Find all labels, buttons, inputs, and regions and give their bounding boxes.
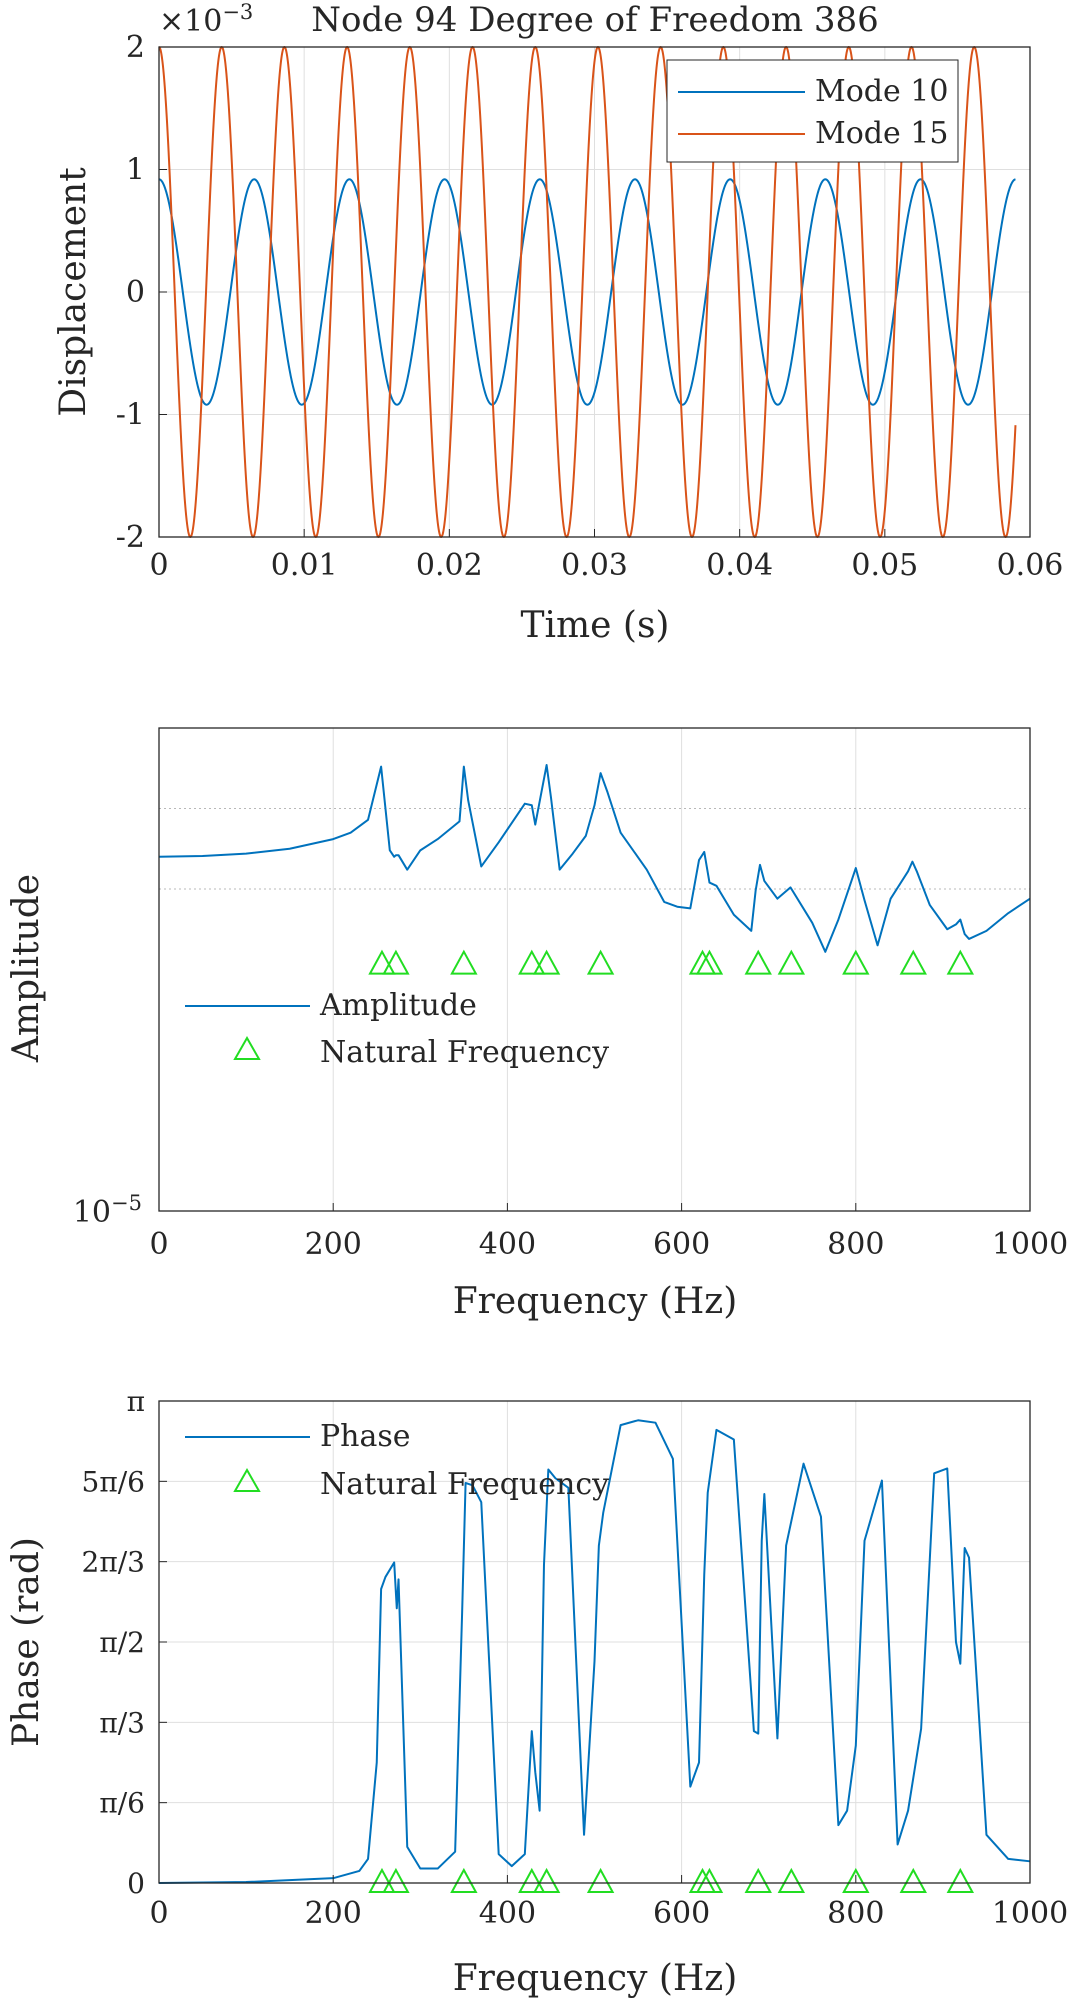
x-tick-label: 0.02 xyxy=(416,548,483,583)
natural-frequency-marker xyxy=(368,949,396,975)
legend: Phase Natural Frequency xyxy=(185,1419,609,1502)
legend-marker-natural-frequency xyxy=(233,1467,261,1492)
natural-frequency-marker xyxy=(518,949,546,975)
y-axis-label: Displacement xyxy=(53,167,94,417)
x-tick-label: 1000 xyxy=(992,1227,1068,1262)
legend-label-mode-10: Mode 10 xyxy=(815,74,948,109)
x-tick-label: 1000 xyxy=(992,1896,1068,1931)
x-tick-label: 0 xyxy=(149,1896,168,1931)
x-tick-label: 0.06 xyxy=(997,548,1064,583)
y-tick-label: π/6 xyxy=(99,1787,145,1820)
panel-displacement: 0 0.01 0.02 0.03 0.04 0.05 0.06 -2 -1 0 1 2 Node 94… xyxy=(53,0,1063,646)
chart-title: Node 94 Degree of Freedom 386 xyxy=(311,0,879,40)
legend: Amplitude Natural Frequency xyxy=(185,988,609,1070)
x-tick-label: 200 xyxy=(305,1227,362,1262)
y-axis-label: Amplitude xyxy=(6,874,47,1063)
y-tick-label: 0 xyxy=(126,275,145,310)
y-tick-label: 2 xyxy=(126,30,145,65)
legend-label-mode-15: Mode 15 xyxy=(815,116,948,151)
natural-frequency-marker xyxy=(899,1867,927,1893)
legend-label-natural-frequency: Natural Frequency xyxy=(320,1467,609,1502)
y-tick-label: 0 xyxy=(127,1867,145,1900)
series-line-phase xyxy=(158,1419,1031,1884)
y-tick-label: 5π/6 xyxy=(82,1465,145,1498)
y-tick-label-log: 10−5 xyxy=(73,1191,142,1230)
x-tick-label: 600 xyxy=(653,1227,710,1262)
x-axis-label: Time (s) xyxy=(521,605,670,646)
tick-labels: 0 200 400 600 800 1000 xyxy=(149,1203,1068,1262)
natural-frequency-marker xyxy=(450,949,478,975)
natural-frequency-marker xyxy=(695,949,724,975)
series-line-mode-10 xyxy=(158,178,1017,406)
x-tick-label: 0.04 xyxy=(706,548,773,583)
legend: Mode 10 Mode 15 xyxy=(666,59,959,163)
natural-frequency-marker xyxy=(842,1867,870,1893)
y-exponent-base: ×10 xyxy=(159,4,222,39)
y-tick-power: −5 xyxy=(111,1191,142,1215)
legend-label-phase: Phase xyxy=(320,1419,411,1454)
x-tick-label: 800 xyxy=(827,1227,884,1262)
y-tick-label: π xyxy=(127,1385,145,1418)
natural-frequency-marker xyxy=(777,1867,806,1893)
y-exponent-label: ×10−3 xyxy=(159,0,253,39)
tick-labels: 0 0.01 0.02 0.03 0.04 0.05 0.06 -2 -1 0 1 2 xyxy=(116,30,1064,583)
legend-label-amplitude: Amplitude xyxy=(319,988,477,1023)
natural-frequency-marker xyxy=(946,949,975,975)
natural-frequency-marker xyxy=(382,949,410,975)
series-line-amplitude xyxy=(158,764,1031,953)
x-axis-label: Frequency (Hz) xyxy=(453,1958,738,1999)
natural-frequency-marker xyxy=(899,949,927,975)
natural-frequency-marker xyxy=(842,949,870,975)
x-tick-label: 0.03 xyxy=(561,548,628,583)
x-axis-label: Frequency (Hz) xyxy=(453,1281,738,1322)
x-tick-label: 600 xyxy=(653,1896,710,1931)
y-axis-label: Phase (rad) xyxy=(6,1537,47,1747)
y-tick-label: 1 xyxy=(126,153,145,188)
natural-frequency-marker xyxy=(368,1867,396,1893)
natural-frequency-marker xyxy=(946,1867,975,1893)
y-tick-label: -1 xyxy=(116,398,145,433)
series-line-mode-15 xyxy=(158,46,1017,538)
natural-frequency-marker xyxy=(518,1867,546,1893)
y-tick-base: 10 xyxy=(73,1195,111,1230)
y-exponent-power: −3 xyxy=(222,0,253,24)
legend-marker-natural-frequency xyxy=(233,1035,261,1060)
x-tick-label: 0 xyxy=(149,548,168,583)
axes-box xyxy=(158,727,1031,1212)
natural-frequency-marker xyxy=(382,1867,410,1893)
panel-phase: 0 200 400 600 800 1000 0 π/6 π/3 π/2 2π/3 5π/6 π Fre… xyxy=(6,1385,1068,1999)
panel-amplitude: 0 200 400 600 800 1000 10−5 Frequency (Hz) Am… xyxy=(6,727,1068,1322)
x-tick-label: 0.01 xyxy=(271,548,338,583)
x-tick-label: 400 xyxy=(479,1227,536,1262)
y-tick-label: -2 xyxy=(116,520,145,555)
x-tick-label: 0.05 xyxy=(851,548,918,583)
y-tick-label: 2π/3 xyxy=(82,1546,145,1579)
natural-frequency-marker xyxy=(695,1867,724,1893)
x-tick-label: 800 xyxy=(827,1896,884,1931)
natural-frequency-marker xyxy=(532,1867,561,1893)
series-group xyxy=(158,1419,1031,1893)
natural-frequency-marker xyxy=(532,949,561,975)
tick-labels: 0 200 400 600 800 1000 0 π/6 π/3 π/2 2π/3 5π/6 π xyxy=(82,1385,1069,1931)
x-tick-label: 0 xyxy=(149,1227,168,1262)
y-tick-label: π/2 xyxy=(99,1626,145,1659)
legend-label-natural-frequency: Natural Frequency xyxy=(320,1035,609,1070)
natural-frequency-marker xyxy=(744,949,772,975)
natural-frequency-marker xyxy=(586,949,615,975)
y-tick-label: π/3 xyxy=(99,1706,145,1739)
x-tick-label: 200 xyxy=(305,1896,362,1931)
natural-frequency-marker xyxy=(586,1867,615,1893)
natural-frequency-marker xyxy=(450,1867,478,1893)
x-tick-label: 400 xyxy=(479,1896,536,1931)
legend-box xyxy=(666,59,959,163)
series-group xyxy=(158,46,1017,538)
natural-frequency-marker xyxy=(744,1867,772,1893)
series-group xyxy=(158,764,1031,975)
natural-frequency-marker xyxy=(777,949,806,975)
